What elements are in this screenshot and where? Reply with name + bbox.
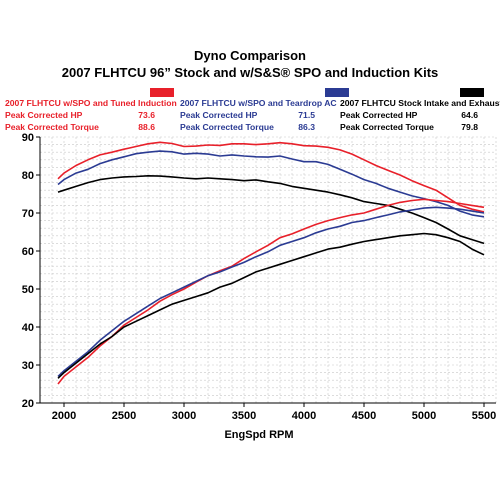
series-line-torque [57,175,485,245]
legend-swatch [325,88,349,97]
legend-torque-value: 86.3 [298,122,315,132]
chart-title: Dyno Comparison [194,48,306,63]
series-line-hp [57,198,485,385]
y-tick-label: 50 [22,284,34,296]
axes: 20 30 40 50 60 70 80 90 2000 2500 3000 3500 4000 4500… [22,132,496,422]
series-group [57,141,485,385]
y-tick-label: 80 [22,170,34,182]
legend-hp-label: Peak Corrected HP [5,110,83,120]
x-axis-label: EngSpd RPM [224,429,293,441]
legend-swatch [150,88,174,97]
x-tick-label: 4000 [292,410,316,422]
legend-hp-value: 64.6 [461,110,478,120]
legend-hp-value: 71.5 [298,110,315,120]
y-tick-label: 60 [22,246,34,258]
y-tick-label: 40 [22,322,34,334]
legend-torque-label: Peak Corrected Torque [5,122,99,132]
series-line-hp [57,232,485,379]
legend-series-name: 2007 FLHTCU w/SPO and Tuned Induction [5,98,177,108]
x-tick-label: 2000 [52,410,76,422]
legend-hp-value: 73.6 [138,110,155,120]
y-tick-label: 20 [22,398,34,410]
legend: 2007 FLHTCU w/SPO and Tuned InductionPea… [5,88,500,132]
legend-torque-value: 79.8 [461,122,478,132]
x-tick-label: 3500 [232,410,256,422]
x-tick-label: 4500 [352,410,376,422]
x-tick-label: 5000 [412,410,436,422]
legend-hp-label: Peak Corrected HP [340,110,418,120]
series-line-hp [57,206,485,377]
legend-hp-label: Peak Corrected HP [180,110,258,120]
series-line-torque [57,141,485,213]
x-tick-label: 2500 [112,410,136,422]
x-tick-label: 3000 [172,410,196,422]
legend-swatch [460,88,484,97]
y-tick-label: 90 [22,132,34,144]
grid [39,136,497,404]
x-tick-label: 5500 [472,410,496,422]
legend-series-name: 2007 FLHTCU Stock Intake and Exhaust [340,98,500,108]
legend-torque-label: Peak Corrected Torque [180,122,274,132]
chart-subtitle: 2007 FLHTCU 96” Stock and w/S&S® SPO and… [62,65,439,80]
legend-torque-value: 88.6 [138,122,155,132]
legend-series-name: 2007 FLHTCU w/SPO and Teardrop AC [180,98,337,108]
series-line-torque [57,150,485,218]
y-tick-label: 70 [22,208,34,220]
y-tick-label: 30 [22,360,34,372]
legend-torque-label: Peak Corrected Torque [340,122,434,132]
